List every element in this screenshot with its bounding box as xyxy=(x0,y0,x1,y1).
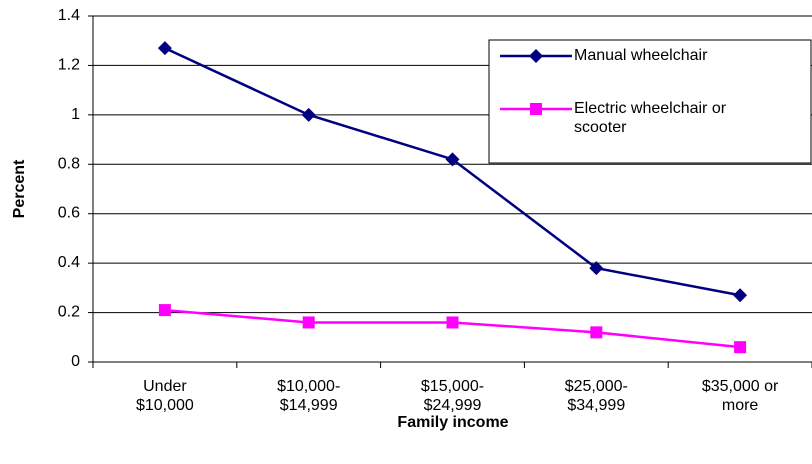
x-tick-label: $35,000 or more xyxy=(702,378,779,414)
y-tick-label: 1.4 xyxy=(58,7,80,24)
legend-label: Manual wheelchair xyxy=(574,47,708,64)
y-tick-label: 1.2 xyxy=(58,57,80,74)
y-tick-label: 1 xyxy=(71,106,80,123)
series-line xyxy=(164,308,741,349)
legend-marker xyxy=(530,103,542,115)
data-point xyxy=(446,316,459,329)
x-tick-label: $10,000-$14,999 xyxy=(277,378,340,414)
y-tick-label: 0.2 xyxy=(58,304,80,321)
data-point xyxy=(301,107,316,122)
y-axis-title: Percent xyxy=(11,159,28,218)
data-point xyxy=(157,41,172,56)
x-axis-title: Family income xyxy=(397,414,508,431)
x-tick-label: $15,000-$24,999 xyxy=(421,378,484,414)
y-tick-label: 0 xyxy=(71,353,80,370)
y-tick-label: 0.6 xyxy=(58,205,80,222)
data-point xyxy=(734,341,747,354)
x-tick-label: Under $10,000 xyxy=(136,378,194,414)
x-tick-label: $25,000-$34,999 xyxy=(565,378,628,414)
data-point xyxy=(733,288,748,303)
data-point xyxy=(158,304,171,317)
data-point xyxy=(302,316,315,329)
data-point xyxy=(589,261,604,276)
legend-box xyxy=(488,39,812,164)
data-point xyxy=(590,326,603,339)
data-point xyxy=(445,152,460,167)
y-tick-label: 0.4 xyxy=(58,254,80,271)
legend-label: Electric wheelchair or scooter xyxy=(574,100,727,136)
y-tick-label: 0.8 xyxy=(58,156,80,173)
legend-marker xyxy=(529,49,543,63)
